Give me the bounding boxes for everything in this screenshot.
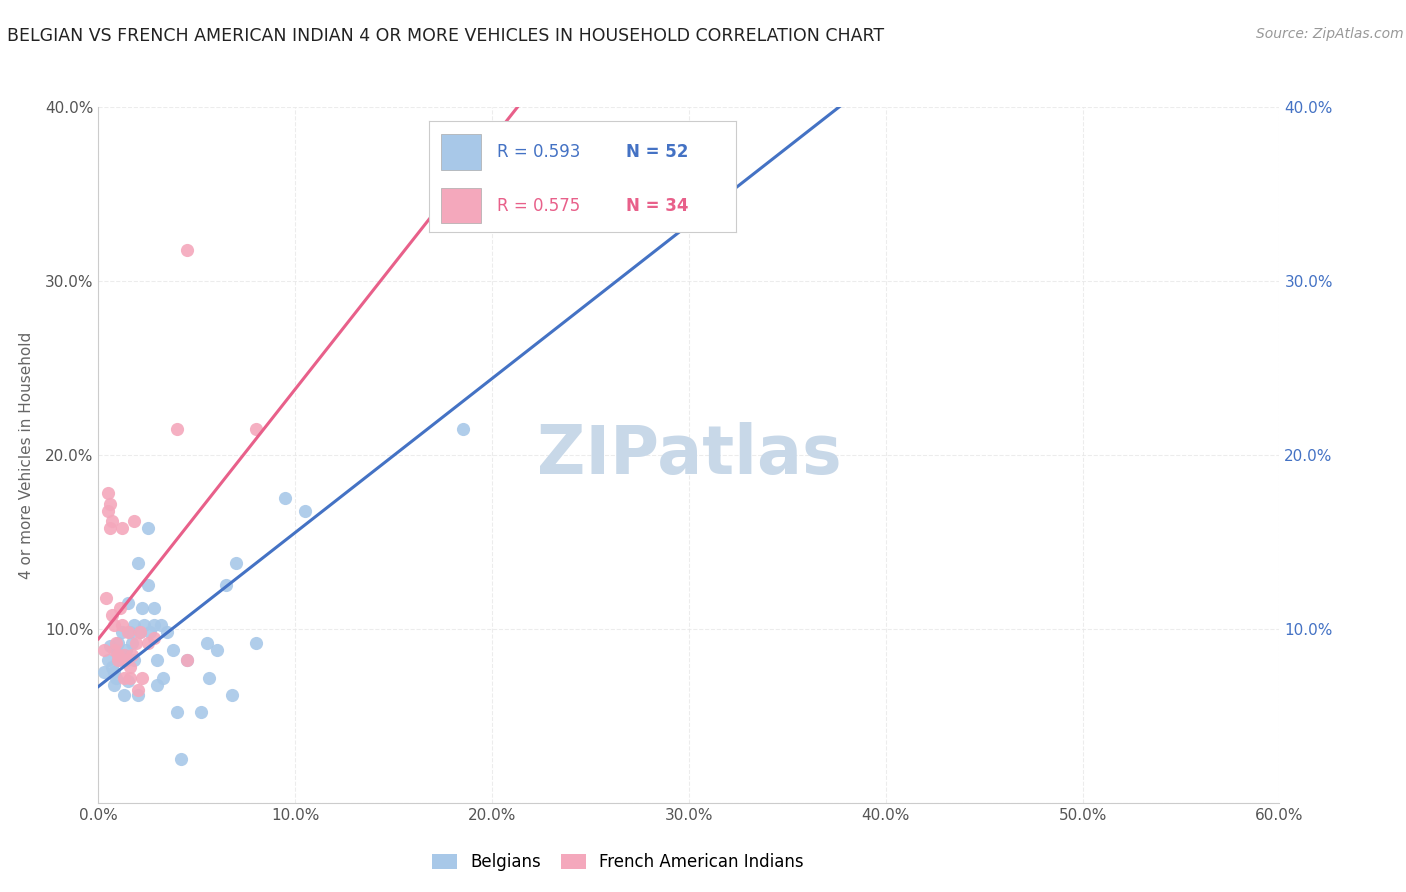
Point: [107, 648, 129, 662]
Point: [131, 601, 153, 615]
Point: [156, 625, 179, 640]
Point: [108, 648, 131, 662]
Point: [117, 596, 139, 610]
Point: [97, 486, 120, 500]
Point: [122, 514, 145, 528]
Point: [121, 648, 143, 662]
Point: [101, 607, 124, 622]
Point: [162, 642, 184, 657]
Point: [105, 636, 128, 650]
Point: [195, 636, 218, 650]
Point: [115, 642, 138, 657]
Point: [197, 671, 219, 685]
Point: [98, 521, 121, 535]
Point: [122, 618, 145, 632]
Point: [103, 677, 125, 691]
Point: [115, 653, 138, 667]
Point: [166, 422, 188, 436]
Point: [146, 677, 169, 691]
Point: [205, 642, 228, 657]
Point: [176, 653, 198, 667]
Point: [142, 618, 165, 632]
Point: [176, 653, 198, 667]
Point: [112, 671, 135, 685]
Point: [176, 243, 198, 257]
Point: [550, 190, 572, 204]
Point: [96, 591, 118, 605]
Point: [112, 688, 135, 702]
Text: ZIPatlas: ZIPatlas: [537, 422, 841, 488]
Point: [107, 636, 129, 650]
Point: [118, 625, 141, 640]
Point: [93, 665, 115, 680]
Point: [107, 653, 129, 667]
Point: [190, 706, 212, 720]
Point: [132, 618, 155, 632]
Point: [117, 625, 139, 640]
Text: BELGIAN VS FRENCH AMERICAN INDIAN 4 OR MORE VEHICLES IN HOUSEHOLD CORRELATION CH: BELGIAN VS FRENCH AMERICAN INDIAN 4 OR M…: [7, 27, 884, 45]
Point: [118, 660, 141, 674]
Point: [117, 674, 139, 689]
Point: [105, 642, 128, 657]
Point: [125, 636, 148, 650]
Point: [118, 671, 141, 685]
Point: [103, 642, 125, 657]
Point: [101, 660, 124, 674]
Y-axis label: 4 or more Vehicles in Household: 4 or more Vehicles in Household: [18, 331, 34, 579]
Point: [170, 752, 193, 766]
Point: [112, 648, 135, 662]
Point: [142, 601, 165, 615]
Point: [274, 491, 297, 506]
Point: [103, 665, 125, 680]
Point: [111, 625, 134, 640]
Point: [136, 578, 159, 592]
Point: [97, 653, 120, 667]
Point: [146, 653, 169, 667]
Point: [215, 578, 238, 592]
Point: [166, 706, 188, 720]
Point: [108, 601, 131, 615]
Point: [127, 688, 149, 702]
Point: [127, 556, 149, 570]
Point: [127, 682, 149, 697]
Point: [112, 648, 135, 662]
Point: [128, 625, 150, 640]
Point: [150, 618, 173, 632]
Point: [97, 503, 120, 517]
Point: [93, 642, 115, 657]
Legend: Belgians, French American Indians: Belgians, French American Indians: [426, 847, 811, 878]
Point: [128, 625, 150, 640]
Point: [98, 639, 121, 653]
Point: [142, 631, 165, 645]
Point: [103, 618, 125, 632]
Point: [152, 671, 174, 685]
Point: [245, 422, 267, 436]
Point: [111, 521, 134, 535]
Point: [105, 671, 128, 685]
Point: [136, 636, 159, 650]
Point: [138, 625, 160, 640]
Point: [245, 636, 267, 650]
Point: [121, 636, 143, 650]
Point: [122, 653, 145, 667]
Point: [136, 521, 159, 535]
Point: [98, 497, 121, 511]
Point: [101, 514, 124, 528]
Point: [451, 422, 474, 436]
Point: [131, 671, 153, 685]
Point: [111, 618, 134, 632]
Point: [294, 503, 316, 517]
Point: [107, 653, 129, 667]
Point: [221, 688, 243, 702]
Point: [225, 556, 247, 570]
Text: Source: ZipAtlas.com: Source: ZipAtlas.com: [1256, 27, 1403, 41]
